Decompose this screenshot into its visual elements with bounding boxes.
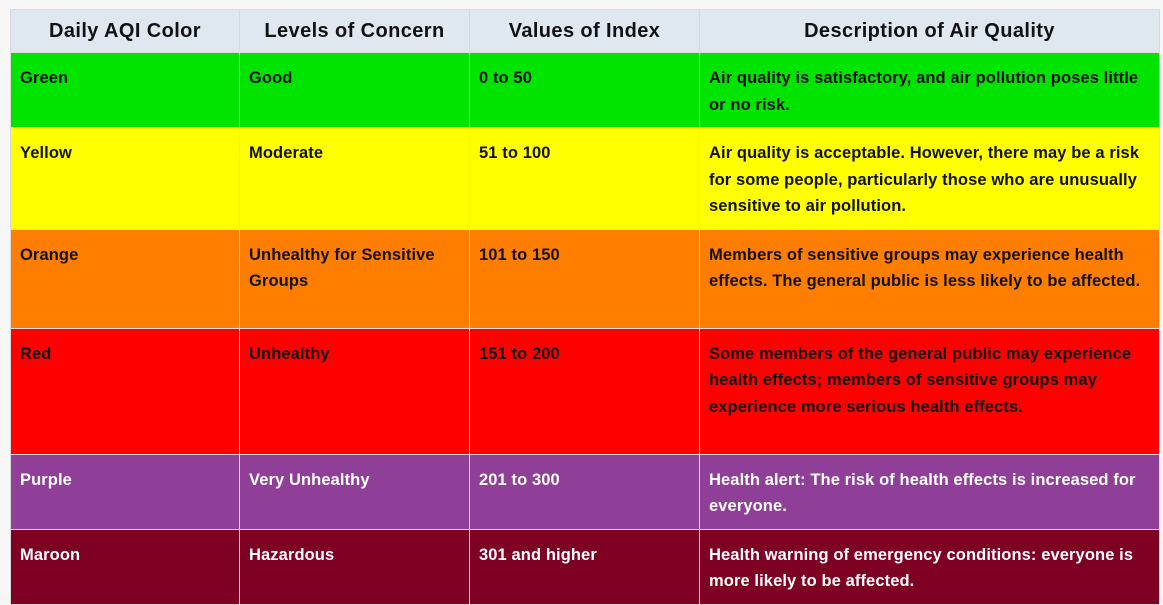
cell-color: Orange: [10, 228, 240, 329]
cell-level: Moderate: [239, 127, 470, 230]
cell-values: 0 to 50: [469, 52, 700, 128]
cell-color: Yellow: [10, 127, 240, 230]
cell-color: Red: [10, 327, 240, 455]
cell-values: 101 to 150: [469, 228, 700, 329]
table-row-maroon: Maroon Hazardous 301 and higher Health w…: [10, 528, 1160, 605]
cell-level: Unhealthy: [239, 327, 470, 455]
cell-description: Air quality is satisfactory, and air pol…: [699, 52, 1160, 128]
header-levels-of-concern: Levels of Concern: [239, 9, 470, 53]
cell-values: 151 to 200: [469, 327, 700, 455]
header-description: Description of Air Quality: [699, 9, 1160, 53]
table-body: Green Good 0 to 50 Air quality is satisf…: [10, 52, 1160, 605]
cell-level: Unhealthy for Sensitive Groups: [239, 228, 470, 329]
header-row: Daily AQI Color Levels of Concern Values…: [10, 9, 1160, 53]
table-row-yellow: Yellow Moderate 51 to 100 Air quality is…: [10, 127, 1160, 230]
cell-description: Health alert: The risk of health effects…: [699, 453, 1160, 530]
cell-description: Air quality is acceptable. However, ther…: [699, 127, 1160, 230]
table-row-purple: Purple Very Unhealthy 201 to 300 Health …: [10, 453, 1160, 530]
cell-level: Good: [239, 52, 470, 128]
table-row-green: Green Good 0 to 50 Air quality is satisf…: [10, 52, 1160, 128]
cell-values: 51 to 100: [469, 127, 700, 230]
aqi-table: Daily AQI Color Levels of Concern Values…: [10, 9, 1160, 605]
table-header: Daily AQI Color Levels of Concern Values…: [10, 9, 1160, 53]
cell-color: Purple: [10, 453, 240, 530]
header-values-of-index: Values of Index: [469, 9, 700, 53]
cell-description: Members of sensitive groups may experien…: [699, 228, 1160, 329]
cell-values: 301 and higher: [469, 528, 700, 605]
header-daily-aqi-color: Daily AQI Color: [10, 9, 240, 53]
cell-level: Very Unhealthy: [239, 453, 470, 530]
table-row-orange: Orange Unhealthy for Sensitive Groups 10…: [10, 228, 1160, 329]
cell-color: Maroon: [10, 528, 240, 605]
cell-description: Some members of the general public may e…: [699, 327, 1160, 455]
cell-values: 201 to 300: [469, 453, 700, 530]
cell-level: Hazardous: [239, 528, 470, 605]
cell-color: Green: [10, 52, 240, 128]
cell-description: Health warning of emergency conditions: …: [699, 528, 1160, 605]
table-row-red: Red Unhealthy 151 to 200 Some members of…: [10, 327, 1160, 455]
